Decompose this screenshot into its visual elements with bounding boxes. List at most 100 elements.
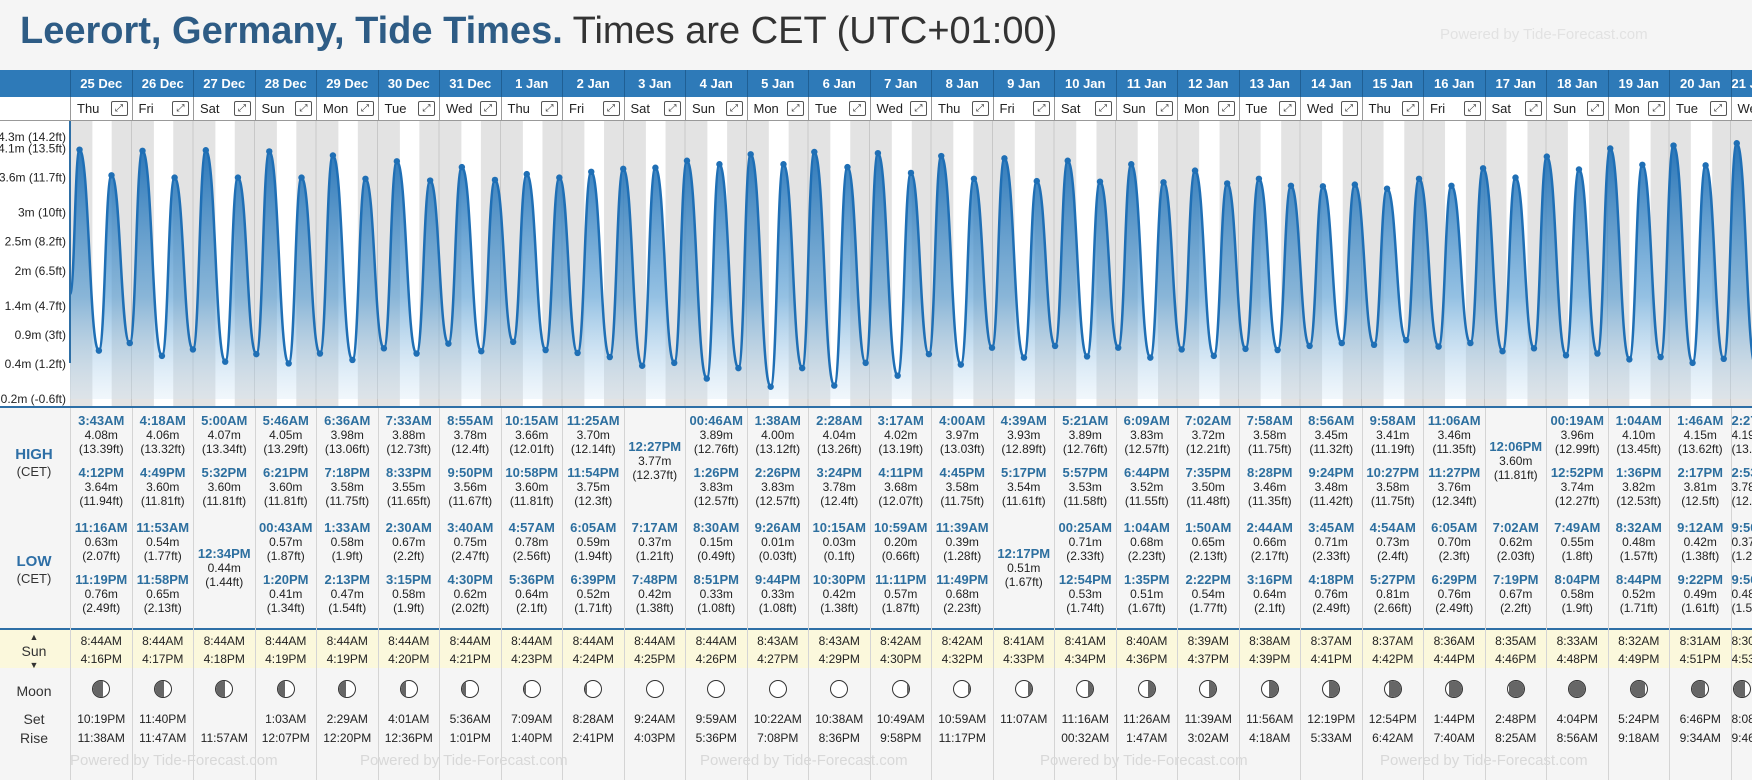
moon-phase-icon: [461, 680, 480, 698]
sunset-time: 4:16PM: [80, 652, 122, 666]
high-tide-height-ft: (13.03ft): [939, 442, 985, 456]
sunrise-time: 8:32AM: [1618, 634, 1660, 648]
expand-icon[interactable]: ⤢: [664, 101, 681, 116]
high-tide-height-m: 3.83m: [699, 480, 733, 494]
date-header-22: 16 Jan: [1423, 70, 1485, 97]
high-tide-height-m: 3.81m: [1683, 480, 1717, 494]
high-tide-height-ft: (12.37ft): [632, 468, 678, 482]
expand-icon[interactable]: ⤢: [910, 101, 927, 116]
expand-icon[interactable]: ⤢: [233, 101, 251, 116]
high-tide-point: [298, 174, 305, 181]
weekday-label: Fri: [1430, 101, 1446, 116]
low-tide-entry: 3:15PM 0.58m (1.9ft): [379, 572, 440, 615]
sunset-time: 4:53PM: [1731, 652, 1752, 666]
expand-icon[interactable]: ⤢: [1156, 101, 1173, 116]
date-header-16: 10 Jan: [1054, 70, 1116, 97]
expand-icon[interactable]: ⤢: [479, 101, 497, 116]
expand-icon[interactable]: ⤢: [418, 101, 435, 116]
low-tide-time: 9:56PM: [1731, 572, 1752, 587]
expand-icon[interactable]: ⤢: [971, 101, 989, 116]
high-tide-point: [108, 172, 115, 179]
high-tide-height-m: 3.74m: [1560, 480, 1594, 494]
low-tide-time: 00:43AM: [259, 520, 313, 535]
expand-icon[interactable]: ⤢: [1033, 101, 1050, 116]
high-tide-entry: 3:17AM 4.02m (13.19ft): [871, 413, 932, 456]
low-tide-time: 1:50AM: [1185, 520, 1232, 535]
high-tide-entry: 5:57PM 3.53m (11.58ft): [1055, 465, 1116, 508]
moonrise-time: 4:03PM: [634, 731, 676, 745]
expand-icon[interactable]: ⤢: [1525, 101, 1542, 116]
expand-icon[interactable]: ⤢: [1586, 101, 1604, 116]
expand-icon[interactable]: ⤢: [110, 101, 128, 116]
high-tide-height-m: 3.89m: [699, 428, 733, 442]
low-tide-point: [1210, 352, 1218, 360]
expand-icon[interactable]: ⤢: [1094, 101, 1112, 116]
expand-icon[interactable]: ⤢: [1402, 101, 1419, 116]
high-tide-height-m: 3.46m: [1437, 428, 1471, 442]
sunrise-time: 8:42AM: [880, 634, 922, 648]
weekday-label: Sun: [1122, 101, 1146, 116]
moonrise-time: 9:58PM: [880, 731, 922, 745]
high-tide-point: [1191, 167, 1199, 174]
watermark-bottom-4: Powered by Tide-Forecast.com: [1040, 752, 1248, 769]
low-tide-height-ft: (1.77ft): [1189, 601, 1228, 615]
sunrise-time: 8:41AM: [1064, 634, 1106, 648]
expand-icon[interactable]: ⤢: [295, 101, 312, 116]
sunrise-time: 8:44AM: [142, 634, 184, 648]
expand-icon[interactable]: ⤢: [1217, 101, 1235, 116]
moonset-time: 11:16AM: [1061, 712, 1109, 726]
high-tide-point: [1383, 185, 1391, 192]
expand-icon[interactable]: ⤢: [1648, 101, 1665, 116]
high-tide-point: [1287, 182, 1295, 189]
high-tide-entry: 00:19AM 3.96m (12.99ft): [1547, 413, 1608, 456]
y-tick-label: 1.4m (4.7ft): [5, 299, 66, 313]
date-header-19: 13 Jan: [1238, 70, 1301, 97]
weekday-label: Mon: [323, 101, 349, 116]
weekday-cell-27: Wed: [1730, 97, 1752, 121]
expand-icon[interactable]: ⤢: [1340, 101, 1358, 116]
expand-icon[interactable]: ⤢: [602, 101, 620, 116]
moon-phase-cell: [1301, 680, 1362, 698]
sun-label: ▲ Sun ▼: [0, 630, 68, 672]
expand-icon[interactable]: ⤢: [1279, 101, 1296, 116]
expand-icon[interactable]: ⤢: [172, 101, 189, 116]
expand-icon[interactable]: ⤢: [787, 101, 804, 116]
high-tide-height-ft: (12.4ft): [1731, 494, 1752, 508]
high-tide-height-ft: (11.19ft): [1370, 442, 1415, 456]
high-tide-height-ft: (11.65ft): [386, 494, 431, 508]
high-tide-height-ft: (13.26ft): [816, 442, 862, 456]
high-tide-entry: 10:58PM 3.60m (11.81ft): [502, 465, 563, 508]
sunrise-time: 8:44AM: [572, 634, 614, 648]
day-column-19: 7:58AM 3.58m (11.75ft) 8:28PM 3.46m (11.35ft)…: [1238, 408, 1301, 780]
low-tide-height-m: 0.49m: [1683, 587, 1717, 601]
low-tide-time: 3:45AM: [1308, 520, 1355, 535]
expand-icon[interactable]: ⤢: [1463, 101, 1481, 116]
expand-icon[interactable]: ⤢: [1709, 101, 1727, 116]
sunset-time: 4:18PM: [203, 652, 245, 666]
high-tide-height-m: 3.88m: [392, 428, 426, 442]
expand-icon[interactable]: ⤢: [541, 101, 558, 116]
high-tide-height-ft: (11.75ft): [325, 494, 370, 508]
weekday-label: Mon: [753, 101, 779, 116]
expand-icon[interactable]: ⤢: [848, 101, 866, 116]
moonrise-time: 11:17PM: [938, 731, 986, 745]
moonset-time: 11:39AM: [1184, 712, 1232, 726]
expand-icon[interactable]: ⤢: [725, 101, 743, 116]
high-tide-height-ft: (12.89ft): [1001, 442, 1047, 456]
low-tide-height-m: 0.59m: [576, 535, 610, 549]
expand-icon[interactable]: ⤢: [356, 101, 374, 116]
sunset-time: 4:37PM: [1187, 652, 1229, 666]
high-tide-time: 10:27PM: [1366, 465, 1420, 480]
low-tide-height-ft: (2.23ft): [943, 601, 982, 615]
high-tide-height-m: 3.52m: [1130, 480, 1164, 494]
day-column-7: 10:15AM 3.66m (12.01ft) 10:58PM 3.60m (11.81f…: [500, 408, 563, 780]
low-tide-point: [798, 364, 806, 372]
sunrise-time: 8:43AM: [757, 634, 799, 648]
low-tide-height-ft: (1.57ft): [1731, 601, 1752, 615]
low-tide-height-m: 0.58m: [1560, 587, 1594, 601]
low-tide-height-ft: (2.13ft): [1189, 549, 1228, 563]
moonrise-label: Rise: [19, 730, 48, 746]
high-tide-entry: 10:27PM 3.58m (11.75ft): [1363, 465, 1424, 508]
moon-phase-icon: [338, 680, 357, 698]
low-tide-time: 10:30PM: [812, 572, 866, 587]
